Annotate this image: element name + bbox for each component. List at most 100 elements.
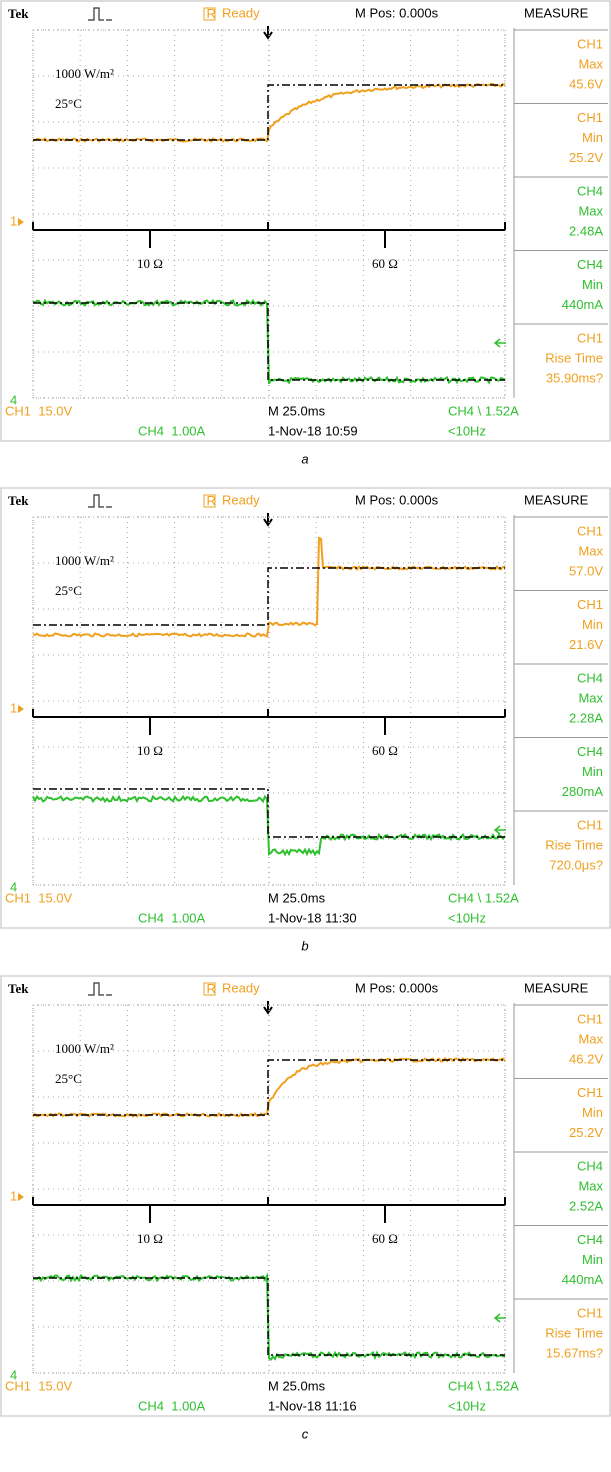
temperature: 25°C bbox=[55, 583, 82, 598]
measure-value: 25.2V bbox=[569, 1125, 603, 1140]
measure-quantity: Max bbox=[578, 690, 603, 705]
measure-quantity: Min bbox=[582, 1105, 603, 1120]
status: Ready bbox=[222, 492, 260, 507]
measure-channel: CH1 bbox=[577, 1305, 603, 1320]
irradiance: 1000 W/m² bbox=[55, 66, 114, 81]
trigger: CH4 \ 1.52A bbox=[448, 890, 519, 905]
ch1-marker: 1 bbox=[10, 700, 17, 715]
ch1-scale: CH1 15.0V bbox=[5, 890, 73, 905]
measure-value: 440mA bbox=[562, 297, 604, 312]
measure-value: 21.6V bbox=[569, 637, 603, 652]
measure-quantity: Max bbox=[578, 543, 603, 558]
measure-quantity: Min bbox=[582, 617, 603, 632]
brand: Tek bbox=[8, 493, 29, 508]
measure-channel: CH4 bbox=[577, 257, 603, 272]
timebase: M 25.0ms bbox=[268, 890, 326, 905]
measure-channel: CH1 bbox=[577, 110, 603, 125]
temperature: 25°C bbox=[55, 1071, 82, 1086]
position: M Pos: 0.000s bbox=[355, 492, 439, 507]
measure-channel: CH4 bbox=[577, 1232, 603, 1247]
measure-channel: CH1 bbox=[577, 1011, 603, 1026]
measure-quantity: Max bbox=[578, 56, 603, 71]
measure-channel: CH1 bbox=[577, 1085, 603, 1100]
figure: Tek R Ready M Pos: 0.000s MEASURE 1000 W/m² 25… bbox=[0, 0, 611, 1472]
measure-title: MEASURE bbox=[524, 980, 589, 995]
load-after: 60 Ω bbox=[372, 743, 398, 758]
page: {"panels": [ {"header": {"brand": "Tek",… bbox=[0, 0, 611, 1472]
measure-title: MEASURE bbox=[524, 5, 589, 20]
measure-quantity: Rise Time bbox=[545, 837, 603, 852]
measure-value: 280mA bbox=[562, 784, 604, 799]
position: M Pos: 0.000s bbox=[355, 980, 439, 995]
measure-channel: CH1 bbox=[577, 817, 603, 832]
scope-panel: Tek R Ready M Pos: 0.000s MEASURE 1000 W/m² 25… bbox=[1, 1, 610, 466]
measure-quantity: Rise Time bbox=[545, 350, 603, 365]
measure-value: 46.2V bbox=[569, 1051, 603, 1066]
caption: a bbox=[301, 451, 308, 466]
timebase: M 25.0ms bbox=[268, 1378, 326, 1393]
run-icon-glyph: R bbox=[207, 493, 216, 508]
measure-value: 45.6V bbox=[569, 76, 603, 91]
ch4-scale: CH4 1.00A bbox=[138, 910, 206, 925]
measure-value: 2.52A bbox=[569, 1198, 603, 1213]
measure-channel: CH1 bbox=[577, 523, 603, 538]
measure-quantity: Min bbox=[582, 277, 603, 292]
position: M Pos: 0.000s bbox=[355, 5, 439, 20]
trigger: CH4 \ 1.52A bbox=[448, 1378, 519, 1393]
measure-channel: CH4 bbox=[577, 183, 603, 198]
measure-channel: CH1 bbox=[577, 36, 603, 51]
status: Ready bbox=[222, 5, 260, 20]
caption: b bbox=[301, 938, 308, 953]
measure-quantity: Min bbox=[582, 130, 603, 145]
temperature: 25°C bbox=[55, 96, 82, 111]
ch4-scale: CH4 1.00A bbox=[138, 1398, 206, 1413]
load-after: 60 Ω bbox=[372, 256, 398, 271]
timebase: M 25.0ms bbox=[268, 403, 326, 418]
measure-channel: CH1 bbox=[577, 597, 603, 612]
load-before: 10 Ω bbox=[137, 743, 163, 758]
ch1-marker: 1 bbox=[10, 1188, 17, 1203]
measure-value: 2.48A bbox=[569, 223, 603, 238]
measure-channel: CH4 bbox=[577, 1158, 603, 1173]
run-icon-glyph: R bbox=[207, 981, 216, 996]
status: Ready bbox=[222, 980, 260, 995]
measure-channel: CH4 bbox=[577, 744, 603, 759]
brand: Tek bbox=[8, 6, 29, 21]
measure-value: 35.90ms? bbox=[546, 370, 603, 385]
brand: Tek bbox=[8, 981, 29, 996]
measure-value: 720.0μs? bbox=[549, 857, 603, 872]
ch1-scale: CH1 15.0V bbox=[5, 403, 73, 418]
measure-value: 57.0V bbox=[569, 563, 603, 578]
scope-panel: Tek R Ready M Pos: 0.000s MEASURE 1000 W/m² 25… bbox=[1, 976, 610, 1441]
frequency: <10Hz bbox=[448, 423, 486, 438]
load-before: 10 Ω bbox=[137, 1231, 163, 1246]
ch1-scale: CH1 15.0V bbox=[5, 1378, 73, 1393]
measure-quantity: Max bbox=[578, 1178, 603, 1193]
caption: c bbox=[302, 1426, 309, 1441]
measure-value: 2.28A bbox=[569, 710, 603, 725]
measure-quantity: Min bbox=[582, 1252, 603, 1267]
measure-quantity: Max bbox=[578, 1031, 603, 1046]
run-icon-glyph: R bbox=[207, 6, 216, 21]
frequency: <10Hz bbox=[448, 910, 486, 925]
load-before: 10 Ω bbox=[137, 256, 163, 271]
measure-title: MEASURE bbox=[524, 492, 589, 507]
ch4-scale: CH4 1.00A bbox=[138, 423, 206, 438]
ch1-marker: 1 bbox=[10, 213, 17, 228]
measure-quantity: Rise Time bbox=[545, 1325, 603, 1340]
trigger: CH4 \ 1.52A bbox=[448, 403, 519, 418]
measure-value: 25.2V bbox=[569, 150, 603, 165]
timestamp: 1-Nov-18 11:16 bbox=[268, 1398, 357, 1413]
load-after: 60 Ω bbox=[372, 1231, 398, 1246]
frequency: <10Hz bbox=[448, 1398, 486, 1413]
irradiance: 1000 W/m² bbox=[55, 1041, 114, 1056]
timestamp: 1-Nov-18 11:30 bbox=[268, 910, 357, 925]
measure-channel: CH1 bbox=[577, 330, 603, 345]
measure-value: 440mA bbox=[562, 1272, 604, 1287]
timestamp: 1-Nov-18 10:59 bbox=[268, 423, 358, 438]
measure-quantity: Min bbox=[582, 764, 603, 779]
measure-value: 15.67ms? bbox=[546, 1345, 603, 1360]
measure-channel: CH4 bbox=[577, 670, 603, 685]
measure-quantity: Max bbox=[578, 203, 603, 218]
